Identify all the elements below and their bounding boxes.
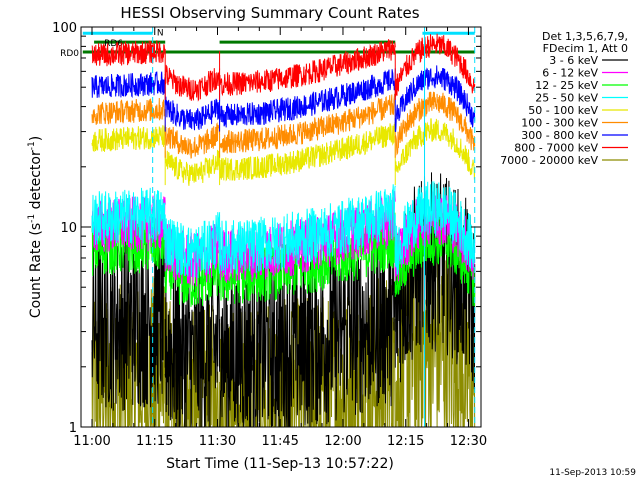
y-label-sup-2: -1 xyxy=(27,141,37,150)
y-label-part-3: ) xyxy=(28,136,44,141)
x-tick-label: 11:30 xyxy=(199,434,236,449)
x-tick-label: 11:45 xyxy=(261,434,298,449)
legend: Det 1,3,5,6,7,9,FDecim 1, Att 03 - 6 keV… xyxy=(500,30,628,167)
x-tick-label: 12:30 xyxy=(450,434,487,449)
legend-entry-label: 6 - 12 keV xyxy=(542,67,598,80)
series-line xyxy=(394,65,476,132)
series-line xyxy=(91,195,166,253)
series-line xyxy=(91,40,166,67)
series-line xyxy=(164,259,221,428)
legend-entry-label: 12 - 25 keV xyxy=(535,79,598,92)
x-tick-label: 12:00 xyxy=(324,434,361,449)
series-line xyxy=(219,230,396,428)
x-tick-label: 11:15 xyxy=(136,434,173,449)
legend-entry-label: 50 - 100 keV xyxy=(528,104,598,117)
series-line xyxy=(219,68,396,128)
series-layer xyxy=(91,33,476,428)
flag-label: RD6 xyxy=(104,39,123,49)
legend-header-line: Det 1,3,5,6,7,9, xyxy=(542,30,628,43)
timestamp: 11-Sep-2013 10:59 xyxy=(549,468,636,478)
y-label-part-1: Count Rate (s xyxy=(28,223,44,318)
series-line xyxy=(394,181,476,275)
y-axis-label: Count Rate (s-1 detector-1) xyxy=(27,136,44,318)
legend-header-line: FDecim 1, Att 0 xyxy=(543,42,628,55)
y-label-sup-1: -1 xyxy=(27,214,37,223)
y-tick-label: 1 xyxy=(69,421,77,436)
series-line xyxy=(394,212,476,307)
y-tick-label: 100 xyxy=(52,21,77,36)
series-line xyxy=(394,33,476,97)
y-axis: 1 10 100 xyxy=(52,21,481,436)
series-line xyxy=(91,124,166,152)
series-line xyxy=(219,39,396,97)
legend-entry-label: 800 - 7000 keV xyxy=(514,142,598,155)
series-line xyxy=(394,118,476,180)
series-line xyxy=(164,64,221,102)
series-line xyxy=(219,93,396,154)
series-line xyxy=(91,71,166,99)
x-tick-label: 12:15 xyxy=(387,434,424,449)
legend-entry-label: 100 - 300 keV xyxy=(521,117,598,130)
series-line xyxy=(394,91,476,156)
y-tick-label: 10 xyxy=(60,221,77,236)
series-line xyxy=(91,97,166,125)
series-100-300-kev xyxy=(91,91,476,159)
series-50-100-kev xyxy=(91,118,476,186)
legend-entry-label: 3 - 6 keV xyxy=(549,54,598,67)
x-axis: 11:00 11:15 11:30 11:45 12:00 12:15 12:30 xyxy=(73,27,487,449)
x-tick-label: 11:00 xyxy=(73,434,110,449)
series-line xyxy=(164,149,221,186)
series-line xyxy=(164,212,221,279)
legend-entry-label: 25 - 50 keV xyxy=(535,92,598,105)
plot-area: N RD0 RD6 11:00 11:15 11:30 11:45 12:00 12:15 12… xyxy=(52,21,487,449)
legend-entry-label: 300 - 800 keV xyxy=(521,129,598,142)
flag-label: N xyxy=(157,28,164,38)
legend-entry-label: 7000 - 20000 keV xyxy=(500,154,598,167)
x-axis-label: Start Time (11-Sep-13 10:57:22) xyxy=(166,456,394,472)
series-line xyxy=(219,184,396,276)
chart-title: HESSI Observing Summary Count Rates xyxy=(120,4,419,22)
series-line xyxy=(164,122,221,159)
series-300-800-kev xyxy=(91,65,476,132)
series-800-7000-kev xyxy=(91,33,476,102)
y-label-part-2: detector xyxy=(28,150,44,214)
series-line xyxy=(219,121,396,182)
flag-label: RD0 xyxy=(60,49,79,59)
series-line xyxy=(164,96,221,131)
